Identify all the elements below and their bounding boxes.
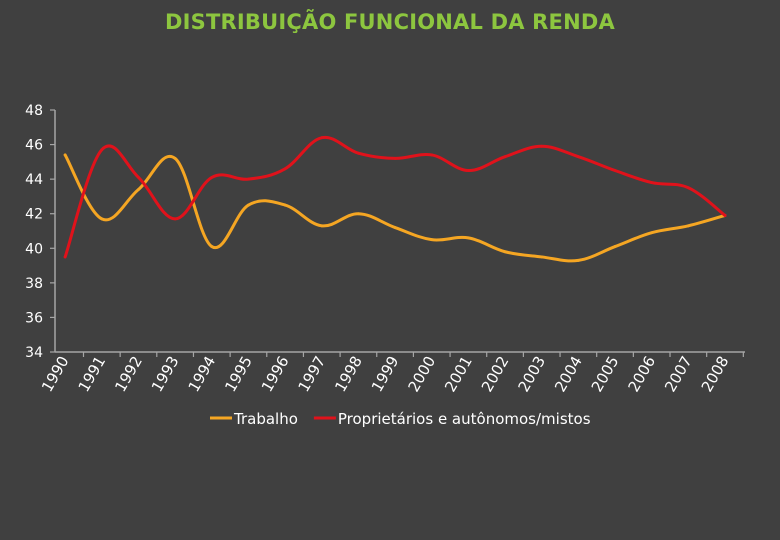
data-point xyxy=(137,188,140,191)
x-tick-label: 1996 xyxy=(258,353,293,395)
data-point xyxy=(613,169,617,172)
chart-title: DISTRIBUIÇÃO FUNCIONAL DA RENDA xyxy=(165,10,615,34)
data-point xyxy=(63,255,67,259)
x-tick-label: 1998 xyxy=(331,353,366,395)
data-point xyxy=(540,255,544,259)
x-tick-label: 1994 xyxy=(185,353,220,395)
y-tick-label: 48 xyxy=(25,103,43,119)
x-tick-label: 2001 xyxy=(441,353,476,395)
x-tick-label: 1993 xyxy=(148,353,183,395)
data-point xyxy=(430,238,434,242)
x-tick-label: 2005 xyxy=(588,353,623,395)
data-point xyxy=(210,245,214,248)
series-line xyxy=(63,153,727,263)
data-point xyxy=(430,153,434,157)
series-proprietarios xyxy=(63,135,727,259)
data-point xyxy=(650,181,654,185)
data-point xyxy=(393,226,397,229)
data-point xyxy=(210,176,214,179)
data-point xyxy=(393,157,397,160)
x-tick-label: 2003 xyxy=(514,353,549,395)
data-point xyxy=(576,258,580,262)
y-tick-label: 36 xyxy=(25,310,43,326)
x-tick-label: 2004 xyxy=(551,353,586,395)
x-tick-label: 1991 xyxy=(75,353,110,395)
x-tick-label: 1990 xyxy=(38,353,73,395)
x-tick-label: 1995 xyxy=(221,353,256,395)
y-tick-label: 38 xyxy=(25,276,43,292)
x-tick-label: 2002 xyxy=(478,353,513,395)
data-point xyxy=(247,203,250,207)
data-point xyxy=(283,167,287,171)
y-tick-label: 42 xyxy=(25,207,43,223)
legend-label: Trabalho xyxy=(233,410,298,428)
data-point xyxy=(357,212,360,216)
x-tick-label: 2000 xyxy=(405,353,440,395)
data-point xyxy=(247,177,250,181)
data-point xyxy=(173,157,177,160)
data-point xyxy=(100,217,104,221)
y-tick-label: 34 xyxy=(25,345,43,361)
data-point xyxy=(723,214,727,217)
data-point xyxy=(173,217,177,221)
axes: 34 36 38 40 42 44 46 48 1990 1991 1992 1993 1994 1995… xyxy=(25,103,745,395)
series-layer xyxy=(63,135,727,263)
data-point xyxy=(613,245,617,248)
data-point xyxy=(320,136,324,140)
x-tick-label: 2008 xyxy=(698,353,733,395)
x-tick-label: 1997 xyxy=(295,353,330,395)
legend-label: Proprietários e autônomos/mistos xyxy=(338,410,591,428)
data-point xyxy=(100,148,104,152)
data-point xyxy=(466,236,470,240)
data-point xyxy=(540,144,544,148)
data-point xyxy=(686,224,690,228)
data-point xyxy=(576,155,580,159)
data-point xyxy=(466,169,470,172)
series-trabalho xyxy=(63,153,727,263)
data-point xyxy=(650,231,654,235)
x-tick-label: 1992 xyxy=(111,353,146,395)
data-point xyxy=(320,224,324,228)
series-line xyxy=(63,135,727,259)
x-tick-label: 1999 xyxy=(368,353,403,395)
data-point xyxy=(503,250,507,254)
y-tick-label: 44 xyxy=(25,172,43,188)
data-point xyxy=(137,176,140,179)
y-tick-label: 46 xyxy=(25,138,43,154)
data-point xyxy=(63,153,67,157)
data-point xyxy=(686,186,690,190)
x-tick-label: 2006 xyxy=(624,353,659,395)
data-point xyxy=(503,155,507,159)
y-tick-label: 40 xyxy=(25,241,43,257)
legend: Trabalho Proprietários e autônomos/mistos xyxy=(210,410,591,428)
data-point xyxy=(283,203,287,207)
data-point xyxy=(357,151,360,155)
x-tick-label: 2007 xyxy=(661,353,696,395)
